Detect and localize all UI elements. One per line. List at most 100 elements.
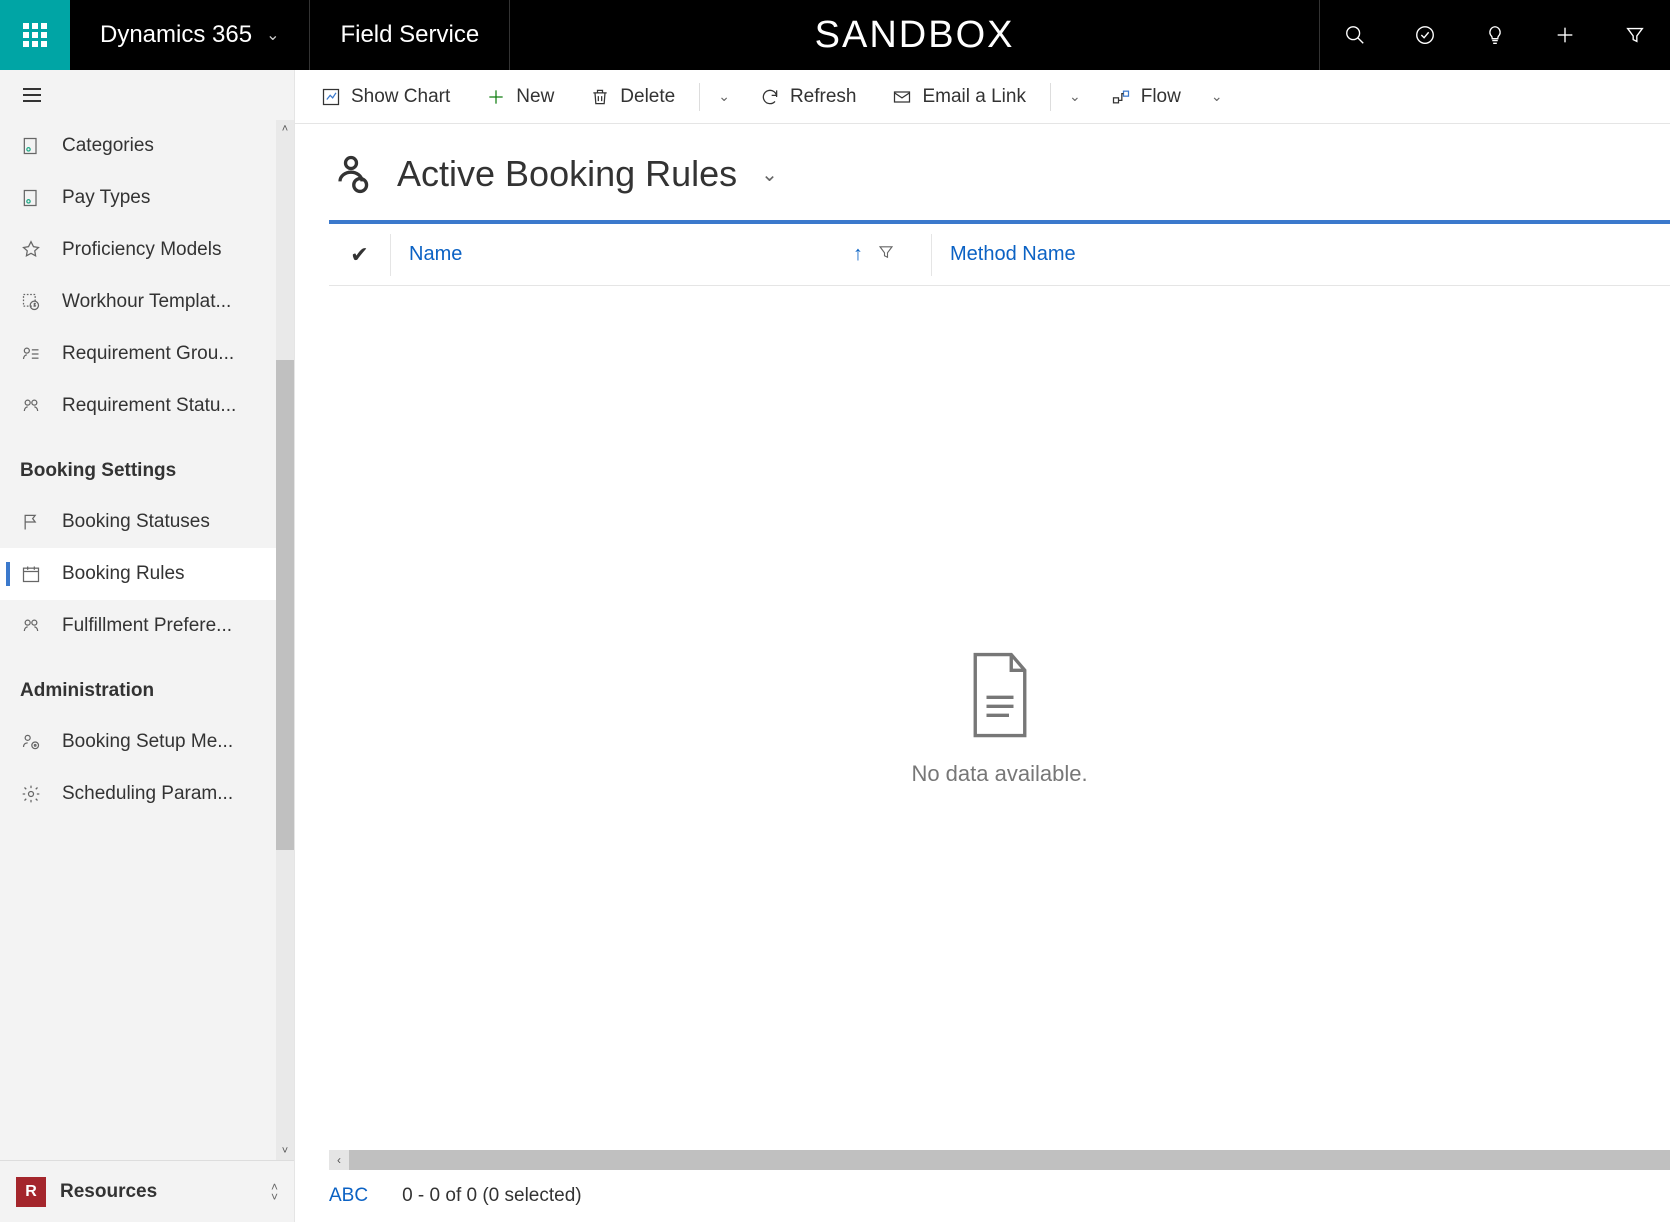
app-launcher-button[interactable]: [0, 0, 70, 70]
trash-icon: [590, 87, 610, 107]
categories-icon: [20, 135, 42, 157]
module-name[interactable]: Field Service: [310, 0, 510, 70]
show-chart-button[interactable]: Show Chart: [305, 77, 466, 117]
hamburger-button[interactable]: [0, 70, 294, 120]
scroll-left-arrow-icon[interactable]: ‹: [329, 1150, 349, 1170]
record-count-status: 0 - 0 of 0 (0 selected): [402, 1185, 582, 1207]
environment-label: SANDBOX: [510, 0, 1320, 70]
people-gear-icon: [20, 731, 42, 753]
command-bar: Show Chart New Delete ⌄ Refresh Email a …: [295, 70, 1670, 124]
view-header: Active Booking Rules ⌄: [295, 124, 1670, 220]
data-grid: ✔ Name ↑ Method Name No data available.: [329, 220, 1670, 1150]
sidebar-item-label: Scheduling Param...: [62, 783, 233, 805]
search-icon[interactable]: [1320, 24, 1390, 46]
top-toolbar-icons: [1320, 0, 1670, 70]
sidebar-item-label: Booking Statuses: [62, 511, 210, 533]
sidebar-item-booking-statuses[interactable]: Booking Statuses: [0, 496, 294, 548]
column-filter-icon[interactable]: [877, 243, 895, 267]
document-icon: [965, 650, 1035, 743]
star-icon: [20, 239, 42, 261]
task-check-icon[interactable]: [1390, 24, 1460, 46]
sort-ascending-icon[interactable]: ↑: [853, 243, 863, 266]
calendar-icon: [20, 563, 42, 585]
sidebar-item-pay-types[interactable]: Pay Types: [0, 172, 294, 224]
refresh-icon: [760, 87, 780, 107]
workhour-icon: [20, 291, 42, 313]
sidebar-item-label: Proficiency Models: [62, 239, 221, 261]
chart-icon: [321, 87, 341, 107]
view-title: Active Booking Rules: [397, 153, 737, 195]
sidebar-item-proficiency-models[interactable]: Proficiency Models: [0, 224, 294, 276]
email-link-button[interactable]: Email a Link: [876, 77, 1042, 117]
sidebar-item-label: Requirement Grou...: [62, 343, 234, 365]
sidebar-nav: Categories Pay Types Proficiency Models …: [0, 120, 294, 1160]
sidebar-item-booking-rules[interactable]: Booking Rules: [0, 548, 294, 600]
refresh-button[interactable]: Refresh: [744, 77, 873, 117]
main-content: Show Chart New Delete ⌄ Refresh Email a …: [295, 70, 1670, 1222]
sidebar-item-fulfillment-preferences[interactable]: Fulfillment Prefere...: [0, 600, 294, 652]
sidebar-item-booking-setup-metadata[interactable]: Booking Setup Me...: [0, 716, 294, 768]
delete-split-chevron[interactable]: ⌄: [708, 88, 740, 105]
delete-button[interactable]: Delete: [574, 77, 691, 117]
module-label: Field Service: [340, 21, 479, 49]
column-header-name[interactable]: Name ↑: [391, 243, 931, 267]
select-all-checkbox[interactable]: ✔: [329, 234, 391, 276]
area-badge: R: [16, 1177, 46, 1207]
new-button[interactable]: New: [470, 77, 570, 117]
cmd-label: Email a Link: [922, 86, 1026, 108]
view-selector-chevron[interactable]: ⌄: [761, 162, 778, 187]
gear-icon: [20, 783, 42, 805]
sidebar-item-requirement-statuses[interactable]: Requirement Statu...: [0, 380, 294, 432]
cmd-label: New: [516, 86, 554, 108]
email-split-chevron[interactable]: ⌄: [1059, 88, 1091, 105]
app-name-label: Dynamics 365: [100, 21, 252, 49]
horizontal-scrollbar[interactable]: ‹: [329, 1150, 1670, 1170]
area-switcher[interactable]: R Resources ˄˅: [0, 1160, 294, 1222]
flow-split-chevron[interactable]: ⌄: [1201, 88, 1233, 105]
sidebar-scrollbar[interactable]: ˄ ˅: [276, 120, 294, 1160]
waffle-icon: [23, 23, 47, 47]
separator: [699, 83, 700, 111]
requirement-status-icon: [20, 395, 42, 417]
sidebar-item-scheduling-parameters[interactable]: Scheduling Param...: [0, 768, 294, 820]
people-gear-icon: [329, 152, 373, 196]
sidebar-item-label: Booking Setup Me...: [62, 731, 233, 753]
sidebar-item-label: Categories: [62, 135, 154, 157]
scroll-up-arrow-icon[interactable]: ˄: [276, 120, 294, 138]
sidebar-item-categories[interactable]: Categories: [0, 120, 294, 172]
column-label: Name: [409, 243, 462, 266]
alpha-filter-button[interactable]: ABC: [329, 1185, 368, 1207]
sidebar-item-label: Fulfillment Prefere...: [62, 615, 232, 637]
column-header-method-name[interactable]: Method Name: [932, 243, 1094, 266]
cmd-label: Refresh: [790, 86, 857, 108]
lightbulb-icon[interactable]: [1460, 24, 1530, 46]
scroll-down-arrow-icon[interactable]: ˅: [276, 1142, 294, 1160]
plus-icon: [486, 87, 506, 107]
scrollbar-thumb[interactable]: [276, 360, 294, 850]
sidebar-item-label: Pay Types: [62, 187, 150, 209]
chevron-down-icon: ⌄: [266, 25, 279, 45]
sidebar-section-booking: Booking Settings: [0, 432, 294, 496]
people-icon: [20, 615, 42, 637]
filter-icon[interactable]: [1600, 24, 1670, 46]
cmd-label: Delete: [620, 86, 675, 108]
sidebar: Categories Pay Types Proficiency Models …: [0, 70, 295, 1222]
app-name-dropdown[interactable]: Dynamics 365 ⌄: [70, 0, 310, 70]
plus-icon[interactable]: [1530, 24, 1600, 46]
grid-body-empty: No data available.: [329, 286, 1670, 1150]
cmd-label: Flow: [1141, 86, 1181, 108]
sidebar-item-label: Booking Rules: [62, 563, 185, 585]
requirement-group-icon: [20, 343, 42, 365]
sidebar-item-requirement-groups[interactable]: Requirement Grou...: [0, 328, 294, 380]
updown-chevron-icon: ˄˅: [271, 1182, 278, 1202]
sidebar-item-label: Workhour Templat...: [62, 291, 231, 313]
flag-icon: [20, 511, 42, 533]
sidebar-section-admin: Administration: [0, 652, 294, 716]
sidebar-item-workhour-templates[interactable]: Workhour Templat...: [0, 276, 294, 328]
separator: [1050, 83, 1051, 111]
global-navbar: Dynamics 365 ⌄ Field Service SANDBOX: [0, 0, 1670, 70]
column-label: Method Name: [950, 243, 1076, 266]
flow-button[interactable]: Flow: [1095, 77, 1197, 117]
grid-footer: ABC 0 - 0 of 0 (0 selected): [295, 1170, 1670, 1222]
area-label: Resources: [60, 1181, 271, 1203]
